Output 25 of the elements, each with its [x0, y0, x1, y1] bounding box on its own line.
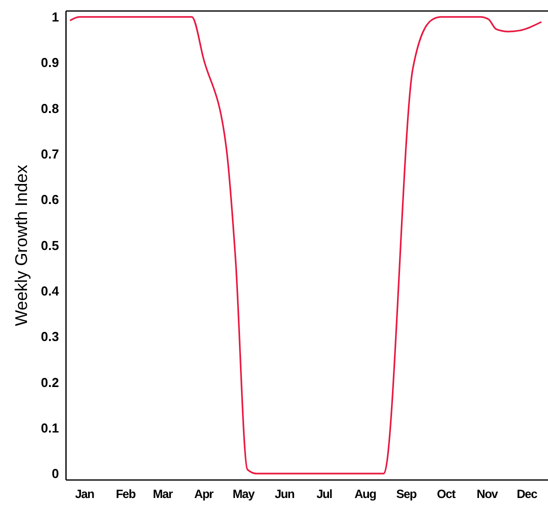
x-tick-label: Nov [476, 487, 498, 501]
x-tick-label: Mar [152, 487, 174, 501]
y-tick-label: 0.3 [40, 329, 59, 344]
x-tick-label: Jul [316, 487, 332, 501]
y-axis-title: Weekly Growth Index [12, 164, 31, 326]
y-tick-label: 0.5 [40, 238, 59, 253]
x-tick-label: Jun [274, 487, 295, 501]
x-tick-label: May [232, 487, 256, 501]
y-tick-label: 0.4 [40, 283, 60, 298]
y-tick-label: 0.7 [40, 146, 59, 162]
x-tick-label: Jan [75, 487, 94, 501]
x-tick-label: Oct [436, 487, 456, 501]
x-tick-label: Apr [194, 487, 214, 501]
x-tick-label: Sep [396, 487, 417, 501]
y-tick-label: 0 [52, 466, 59, 482]
x-tick-label: Dec [516, 487, 538, 501]
y-tick-label: 0.1 [40, 420, 59, 436]
y-tick-label: 0.8 [40, 100, 59, 116]
y-tick-label: 0.2 [40, 374, 59, 390]
y-tick-label: 0.6 [40, 192, 59, 208]
y-tick-label: 0.9 [40, 55, 59, 70]
x-tick-label: Feb [116, 487, 136, 501]
x-tick-label: Aug [354, 487, 376, 501]
y-tick-label: 1 [52, 9, 59, 24]
line-series [69, 16, 542, 474]
